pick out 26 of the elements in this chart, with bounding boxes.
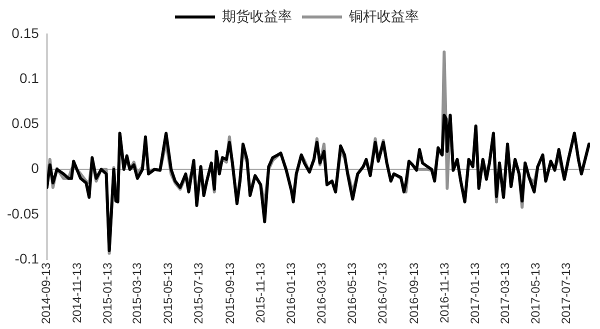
x-tick-label: 2015-01-13 [100,262,115,324]
x-tick-label: 2015-07-13 [192,262,206,324]
x-tick-label: 2017-05-13 [528,262,543,324]
y-tick-label: 0.05 [12,115,40,132]
y-tick-label: -0.05 [6,205,40,222]
x-tick-label: 2017-03-13 [498,262,512,324]
x-tick-label: 2016-05-13 [344,262,359,324]
x-tick-label: 2015-11-13 [253,262,268,324]
y-tick-label: -0.1 [14,250,40,266]
legend-label: 期货收益率 [222,8,292,24]
x-tick-label: 2016-09-13 [406,262,421,324]
x-tick-label: 2016-01-13 [284,262,298,324]
x-tick-label: 2016-11-13 [437,262,452,324]
x-tick-label: 2017-01-13 [468,262,482,324]
x-tick-label: 2014-09-13 [39,262,54,324]
y-tick-label: 0 [31,160,40,176]
y-tick-label: 0.15 [12,24,40,41]
x-tick-label: 2015-05-13 [160,262,175,324]
x-tick-label: 2014-11-13 [70,262,84,324]
legend-label: 铜杆收益率 [348,8,419,24]
x-tick-label: 2016-07-13 [376,262,390,324]
y-tick-label: 0.1 [19,70,40,86]
x-tick-label: 2015-03-13 [130,262,144,324]
x-tick-label: 2015-09-13 [222,262,237,324]
x-tick-label: 2016-03-13 [314,262,328,324]
x-tick-label: 2017-07-13 [559,262,574,324]
